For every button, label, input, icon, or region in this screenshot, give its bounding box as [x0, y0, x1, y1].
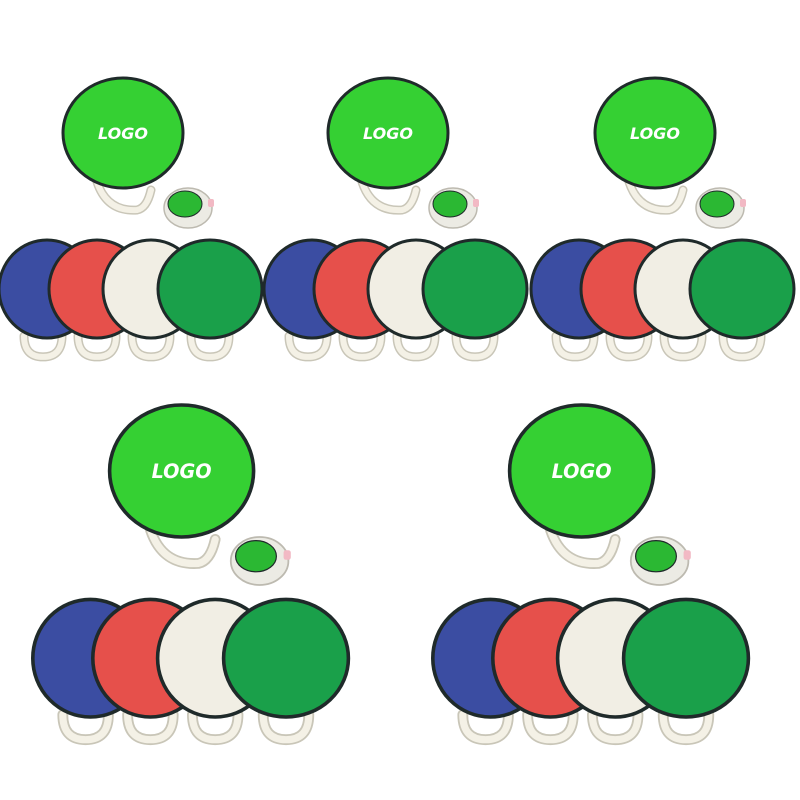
fan-set-5: LOGO — [430, 403, 751, 746]
fan-handle-white — [588, 711, 642, 744]
pouch-clip — [283, 550, 291, 560]
hero-fan-handle — [626, 179, 686, 214]
fan-handle-green — [259, 711, 313, 744]
fan-handle-white — [188, 711, 242, 744]
fan-green — [621, 597, 751, 719]
pouch-clip — [683, 550, 691, 560]
folded-fan-green — [699, 190, 735, 218]
fan-green — [221, 597, 351, 719]
hero-fan-handle — [546, 526, 619, 568]
fan-handle-blue — [21, 333, 65, 360]
hero-fan — [107, 403, 256, 539]
fan-handle-white — [661, 333, 705, 360]
pouch-clip — [740, 199, 746, 207]
folded-fan-green — [432, 190, 468, 218]
fan-handle-red — [75, 333, 119, 360]
hero-fan — [326, 76, 450, 190]
fan-green — [156, 238, 264, 340]
fan-handle-white — [394, 333, 438, 360]
fan-set-4: LOGO — [30, 403, 351, 746]
folded-fan-green — [167, 190, 203, 218]
folded-fan-green — [635, 540, 678, 573]
logo-label: LOGO — [630, 124, 680, 143]
fan-handle-red — [524, 711, 577, 744]
fan-set-2: LOGO — [262, 76, 529, 362]
fan-handle-red — [340, 333, 384, 360]
logo-label: LOGO — [152, 460, 212, 483]
fan-handle-blue — [286, 333, 330, 360]
fan-handle-green — [188, 333, 232, 360]
hero-fan-handle — [146, 526, 219, 568]
fan-handle-green — [453, 333, 497, 360]
hero-fan-handle — [359, 179, 419, 214]
fan-handle-blue — [59, 711, 113, 744]
pouch-clip — [208, 199, 214, 207]
fan-handle-green — [659, 711, 713, 744]
fan-handle-green — [720, 333, 764, 360]
fan-handle-blue — [553, 333, 597, 360]
hero-fan — [507, 403, 656, 539]
fan-set-1: LOGO — [0, 76, 264, 362]
logo-label: LOGO — [552, 460, 612, 483]
hero-fan — [61, 76, 185, 190]
fan-green — [688, 238, 796, 340]
fan-handle-white — [129, 333, 173, 360]
logo-label: LOGO — [98, 124, 148, 143]
hero-fan — [593, 76, 717, 190]
hero-fan-handle — [94, 179, 154, 214]
pouch-clip — [473, 199, 479, 207]
folded-fan-green — [235, 540, 278, 573]
fan-handle-blue — [459, 711, 513, 744]
fan-handle-red — [124, 711, 177, 744]
fan-green — [421, 238, 529, 340]
logo-label: LOGO — [363, 124, 413, 143]
fan-set-3: LOGO — [529, 76, 796, 362]
fan-handle-red — [607, 333, 651, 360]
